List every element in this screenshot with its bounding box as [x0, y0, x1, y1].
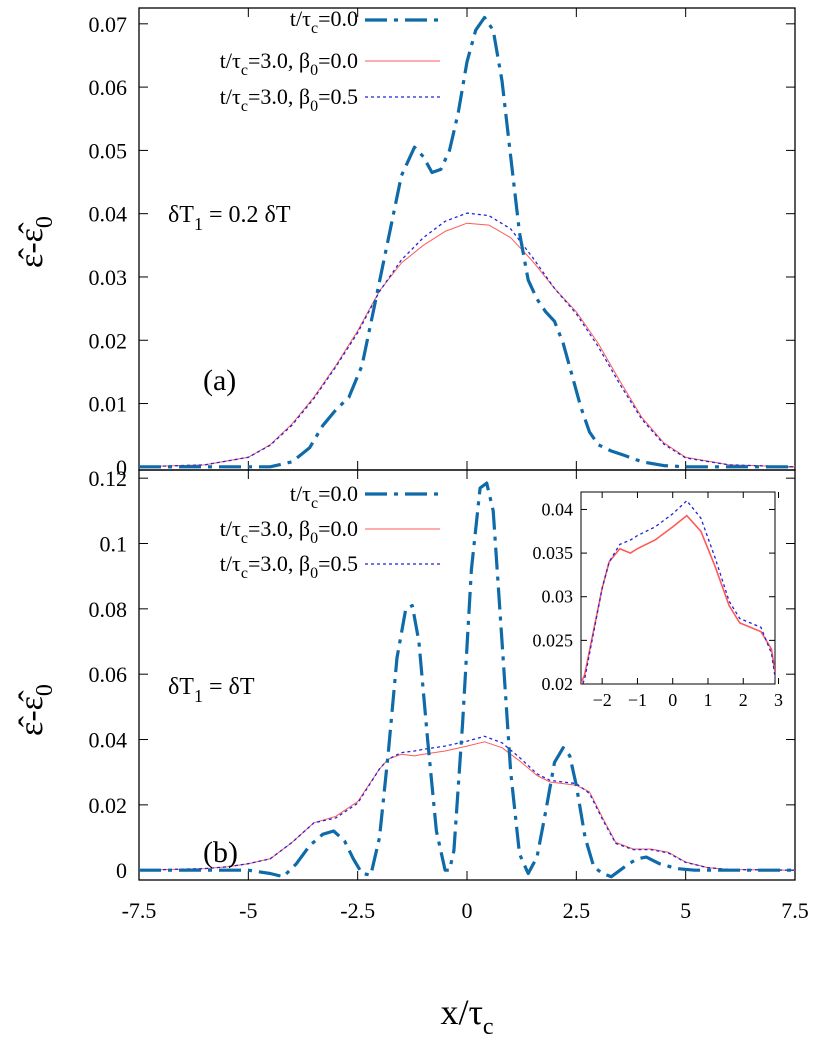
ytick-label: 0.02 — [89, 328, 128, 353]
inset-xtick-label: −2 — [593, 690, 612, 710]
series-line-initial — [139, 481, 795, 879]
inset-xtick-label: 3 — [774, 690, 783, 710]
inset-ytick-label: 0.025 — [533, 630, 574, 650]
x-axis-label: x/τc — [440, 992, 493, 1040]
inset-xtick-label: 1 — [703, 690, 712, 710]
note-b: δT1 = δT — [168, 674, 255, 706]
xtick-label: -2.5 — [340, 898, 375, 923]
ytick-label: 0.06 — [89, 662, 128, 687]
xtick-label: 0 — [462, 898, 473, 923]
xtick-label: 7.5 — [781, 898, 809, 923]
series-line-beta0-05 — [138, 735, 796, 871]
inset-ytick-label: 0.03 — [542, 587, 574, 607]
legend-b-entry-2: t/τc=3.0, β0=0.0 — [220, 516, 358, 547]
inset-ytick-label: 0.035 — [533, 543, 574, 563]
ytick-label: 0.03 — [89, 265, 128, 290]
ytick-label: 0.08 — [89, 597, 128, 622]
legend-a: t/τc=0.0 t/τc=3.0, β0=0.0 t/τc=3.0, β0=0… — [220, 6, 440, 115]
ytick-label: 0.01 — [89, 392, 128, 417]
legend-a-entry-2: t/τc=3.0, β0=0.0 — [220, 48, 358, 79]
series-line-beta0-0 — [138, 222, 796, 468]
ytick-label: 0.06 — [89, 75, 128, 100]
series-line-beta0-05 — [138, 212, 796, 468]
ylabel-a: ε̂-ε̂0 — [13, 216, 58, 268]
panel-a: 0 0.01 0.02 0.03 0.04 0.05 0.06 0.07 t/τc=0.0 t… — [13, 6, 796, 480]
legend-a-entry-1: t/τc=0.0 — [290, 6, 358, 37]
inset-frame — [580, 491, 776, 685]
legend-b-entry-1: t/τc=0.0 — [290, 481, 358, 512]
ylabel-b: ε̂-ε̂0 — [13, 684, 58, 736]
ytick-label: 0.02 — [89, 793, 128, 818]
ytick-label: 0.07 — [89, 12, 128, 37]
xtick-label: -7.5 — [122, 898, 157, 923]
inset-xtick-label: 2 — [739, 690, 748, 710]
panel-label-b: (b) — [203, 836, 238, 869]
panel-a-frame — [138, 7, 796, 471]
inset-series-line-beta0-0 — [581, 514, 775, 684]
legend-b-entry-3: t/τc=3.0, β0=0.5 — [220, 551, 358, 582]
inset-ytick-label: 0.04 — [542, 499, 574, 519]
ytick-label: 0.05 — [89, 138, 128, 163]
ytick-label: 0.04 — [89, 202, 128, 227]
inset-plot: 0.02 0.025 0.03 0.035 0.04 −2 −1 0 1 2 3 — [533, 491, 783, 710]
panel-label-a: (a) — [203, 364, 236, 397]
panel-b: 0 0.02 0.04 0.06 0.08 0.1 0.12 t/τc=0.0 t/τc=3… — [13, 466, 796, 883]
ytick-label: 0 — [116, 455, 127, 480]
ytick-label: 0.04 — [89, 728, 128, 753]
inset-xtick-label: −1 — [628, 690, 647, 710]
series-line-initial — [139, 15, 795, 469]
ytick-label: 0.12 — [89, 466, 128, 491]
legend-a-entry-3: t/τc=3.0, β0=0.5 — [220, 84, 358, 115]
inset-ytick-label: 0.02 — [542, 674, 574, 694]
xtick-label: -5 — [239, 898, 257, 923]
ytick-label: 0 — [116, 858, 127, 883]
note-a: δT1 = 0.2 δT — [168, 202, 291, 234]
ytick-label: 0.1 — [100, 532, 128, 557]
x-axis: -7.5 -5 -2.5 0 2.5 5 7.5 x/τc — [122, 898, 809, 1040]
inset-xtick-label: 0 — [668, 690, 677, 710]
legend-b: t/τc=0.0 t/τc=3.0, β0=0.0 t/τc=3.0, β0=0… — [220, 481, 440, 582]
xtick-label: 2.5 — [563, 898, 591, 923]
xtick-label: 5 — [680, 898, 691, 923]
